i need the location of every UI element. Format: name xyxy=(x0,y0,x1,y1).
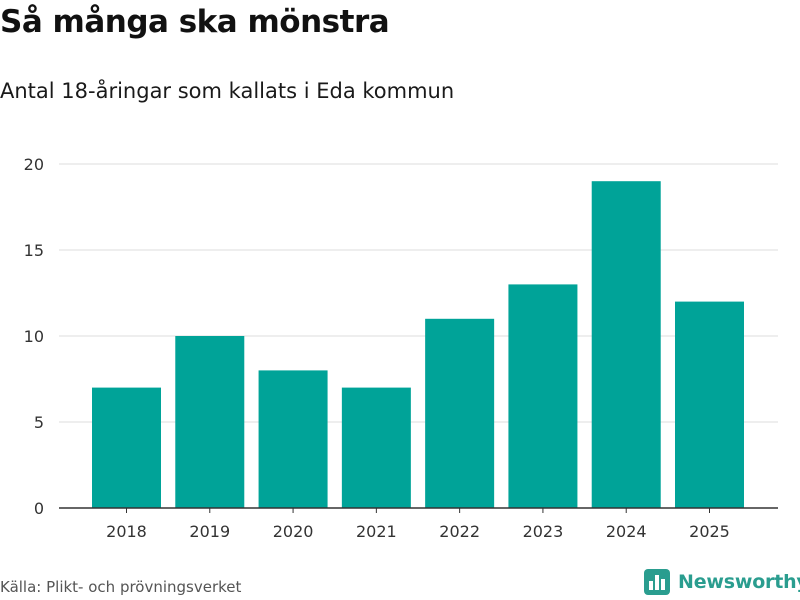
x-tick-label: 2020 xyxy=(273,522,314,541)
y-tick-label: 20 xyxy=(24,155,44,174)
bar-chart-logo-icon xyxy=(644,569,670,595)
x-tick-label: 2019 xyxy=(189,522,230,541)
x-tick-label: 2022 xyxy=(439,522,480,541)
bar-2021 xyxy=(341,387,411,508)
x-tick-label: 2023 xyxy=(523,522,564,541)
bar-2024 xyxy=(591,181,661,508)
brand-logo: Newsworthy xyxy=(644,569,800,595)
brand-name: Newsworthy xyxy=(678,571,800,593)
bar-2018 xyxy=(92,387,161,508)
y-tick-label: 10 xyxy=(24,327,44,346)
source-note: Källa: Plikt- och prövningsverket xyxy=(0,578,242,596)
x-tick-label: 2025 xyxy=(689,522,730,541)
bar-chart: 0 5 10 15 20 2018 2019 2020 2021 2022 2023 2024 2025 xyxy=(24,155,778,541)
chart-subtitle: Antal 18-åringar som kallats i Eda kommu… xyxy=(0,79,455,103)
y-tick-label: 5 xyxy=(34,413,44,432)
x-tick-label: 2018 xyxy=(106,522,147,541)
x-tick-label: 2024 xyxy=(606,522,647,541)
axes: 0 5 10 15 20 2018 2019 2020 2021 2022 2023 2024 2025 xyxy=(24,155,778,541)
bar-2019 xyxy=(175,336,245,508)
y-tick-label: 15 xyxy=(24,241,44,260)
bar-2020 xyxy=(258,370,328,508)
bar-2023 xyxy=(508,284,578,508)
chart-title: Så många ska mönstra xyxy=(0,4,390,40)
x-tick-label: 2021 xyxy=(356,522,397,541)
gridlines xyxy=(59,163,778,423)
y-tick-label: 0 xyxy=(34,499,44,518)
bar-2025 xyxy=(675,301,744,508)
bars xyxy=(92,181,744,508)
bar-2022 xyxy=(425,318,495,508)
